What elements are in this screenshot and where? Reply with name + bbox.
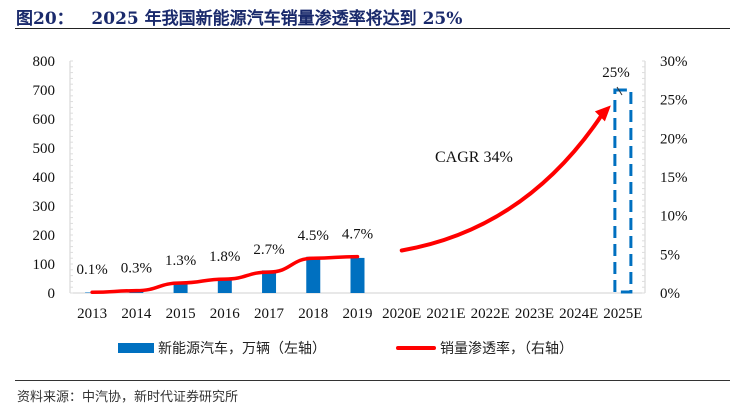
bar-2018 [306,256,321,293]
legend-swatch-line [396,346,436,350]
right-axis-tick-label: 30% [660,54,688,70]
line-data-label: 2.7% [253,242,284,258]
x-axis-tick-label: 2021E [426,306,465,322]
line-data-label: 0.1% [76,262,107,278]
title-divider [15,28,730,29]
source-note: 资料来源：中汽协，新时代证券研究所 [17,390,239,405]
left-axis-tick-label: 500 [33,141,56,157]
right-axis-tick-label: 5% [660,247,680,263]
x-axis-tick-label: 2017 [254,306,285,322]
penetration-line [90,254,360,294]
source-divider [15,380,730,381]
legend-item-bar: 新能源汽车，万辆（左轴） [118,338,326,358]
figure-title: 图20： 2025 年我国新能源汽车销量渗透率将达到 25% [16,9,463,29]
legend-item-line: 销量渗透率，（右轴） [396,338,573,358]
left-axis-tick-label: 400 [33,170,56,186]
left-axis-tick-label: 300 [33,199,56,215]
cagr-arrow-shaft [399,111,605,253]
x-axis-tick-label: 2025E [603,306,642,322]
target-label: 25% [602,65,630,81]
cagr-arrow-head-icon [594,105,611,122]
left-axis-tick-label: 0 [48,286,56,302]
line-data-label: 1.8% [209,249,240,265]
left-axis-tick-label: 800 [33,54,56,70]
target-label-leader [616,86,623,96]
x-axis-tick-label: 2013 [77,306,107,322]
bar-2019 [350,257,365,293]
bar-dashed-2025E [613,88,633,294]
x-axis-tick-label: 2022E [471,306,510,322]
left-axis-tick-label: 700 [33,83,56,99]
line-data-label: 4.7% [342,227,373,243]
bar-2017 [262,270,277,293]
line-data-label: 1.3% [165,253,196,269]
chart: 0 100 200 300 400 500 600 700 800 0% 5% 10% 15% 20% 25… [33,54,688,322]
line-data-label: 4.5% [298,228,329,244]
cagr-label: CAGR 34% [435,149,513,166]
right-axis-tick-label: 15% [660,170,688,186]
x-axis-tick-label: 2023E [515,306,554,322]
bar-2016 [217,278,232,293]
x-axis-tick-label: 2015 [166,306,196,322]
x-axis-tick-label: 2019 [343,306,373,322]
x-axis-tick-label: 2018 [298,306,328,322]
left-axis-tick-label: 600 [33,112,56,128]
right-axis-tick-label: 10% [660,209,688,225]
left-axis-tick-label: 200 [33,228,56,244]
line-data-label: 0.3% [121,261,152,277]
x-axis-tick-label: 2024E [559,306,598,322]
bar-2015 [173,283,188,293]
left-axis-tick-label: 100 [33,257,56,273]
legend-label-line: 销量渗透率，（右轴） [440,341,573,357]
right-axis-tick-label: 20% [660,131,688,147]
x-axis-tick-label: 2014 [121,306,152,322]
legend-label-bar: 新能源汽车，万辆（左轴） [158,341,326,357]
x-axis-tick-label: 2020E [382,306,421,322]
legend-swatch-bar [118,343,154,353]
right-axis-tick-label: 0% [660,286,680,302]
right-axis-tick-label: 25% [660,93,688,109]
x-axis-tick-label: 2016 [210,306,241,322]
